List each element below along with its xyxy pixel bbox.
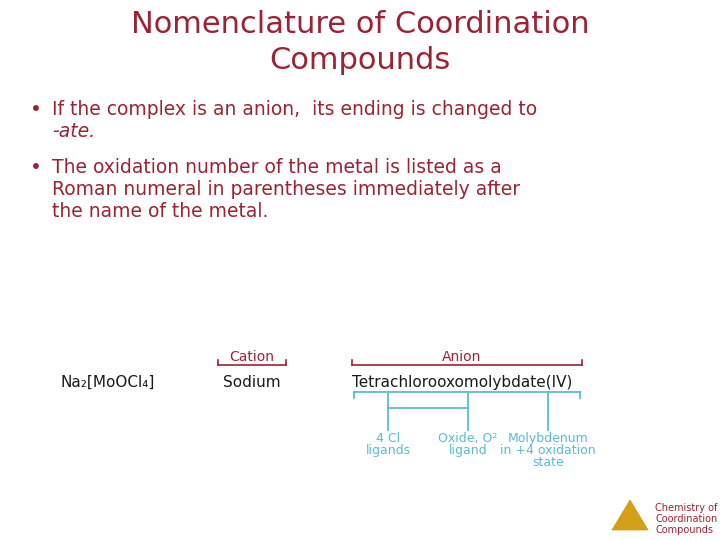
Text: •: • bbox=[30, 158, 42, 177]
Text: •: • bbox=[30, 100, 42, 119]
Text: Sodium: Sodium bbox=[223, 375, 281, 390]
Text: Compounds: Compounds bbox=[655, 525, 713, 535]
Text: -ate.: -ate. bbox=[52, 122, 95, 141]
Text: in +4 oxidation: in +4 oxidation bbox=[500, 444, 596, 457]
Text: Oxide, O²: Oxide, O² bbox=[438, 432, 498, 445]
Text: Cation: Cation bbox=[230, 350, 274, 364]
Text: The oxidation number of the metal is listed as a: The oxidation number of the metal is lis… bbox=[52, 158, 502, 177]
Polygon shape bbox=[612, 500, 648, 530]
Text: ligand: ligand bbox=[449, 444, 487, 457]
Text: Na₂[MoOCl₄]: Na₂[MoOCl₄] bbox=[60, 375, 154, 390]
Text: ligands: ligands bbox=[366, 444, 410, 457]
Text: Roman numeral in parentheses immediately after: Roman numeral in parentheses immediately… bbox=[52, 180, 520, 199]
Text: Compounds: Compounds bbox=[269, 46, 451, 75]
Text: the name of the metal.: the name of the metal. bbox=[52, 202, 269, 221]
Text: 4 Cl: 4 Cl bbox=[376, 432, 400, 445]
Text: state: state bbox=[532, 456, 564, 469]
Text: Coordination: Coordination bbox=[655, 514, 717, 524]
Text: Anion: Anion bbox=[442, 350, 482, 364]
Text: Nomenclature of Coordination: Nomenclature of Coordination bbox=[131, 10, 589, 39]
Text: If the complex is an anion,  its ending is changed to: If the complex is an anion, its ending i… bbox=[52, 100, 537, 119]
Text: Chemistry of: Chemistry of bbox=[655, 503, 717, 513]
Text: Molybdenum: Molybdenum bbox=[508, 432, 588, 445]
Text: Tetrachlorooxomolybdate(IV): Tetrachlorooxomolybdate(IV) bbox=[352, 375, 572, 390]
